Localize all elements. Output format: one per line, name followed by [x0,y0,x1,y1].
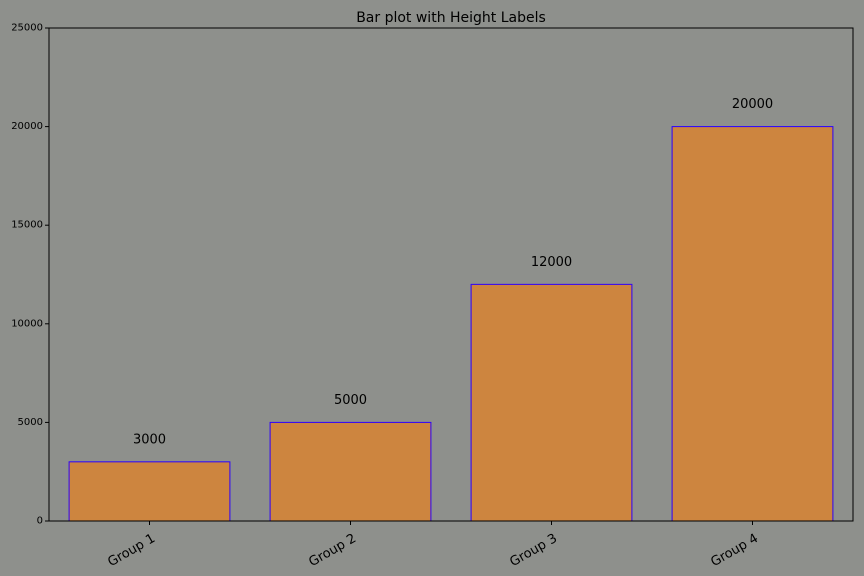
bar-4 [671,126,834,522]
bar-2 [269,421,432,522]
y-tick-label-6: 25000 [11,23,43,34]
bar-1 [68,461,231,522]
x-tick-label-3: Group 3 [507,531,560,570]
chart-title: Bar plot with Height Labels [356,10,546,26]
bar-value-label-2: 5000 [334,393,367,408]
y-tick-label-4: 15000 [11,220,43,231]
axes-frame [48,27,854,522]
x-tick-label-2: Group 2 [306,531,359,570]
y-tick-label-1: 0 [37,516,43,527]
bar-value-labels: 3000 5000 12000 20000 [133,97,773,447]
bar-value-label-3: 12000 [531,255,572,270]
y-tick-label-2: 5000 [18,417,43,428]
bar-3 [470,283,633,522]
y-axis: 0 5000 10000 15000 20000 25000 [11,23,49,527]
x-tick-label-1: Group 1 [105,531,158,570]
bars-layer [68,126,834,522]
axes-layer [48,27,854,522]
bar-value-label-1: 3000 [133,432,166,447]
y-tick-label-3: 10000 [11,318,43,329]
y-tick-label-5: 20000 [11,121,43,132]
x-axis: Group 1 Group 2 Group 3 Group 4 [105,521,761,570]
bar-value-label-4: 20000 [732,97,773,112]
x-tick-label-4: Group 4 [708,531,761,570]
